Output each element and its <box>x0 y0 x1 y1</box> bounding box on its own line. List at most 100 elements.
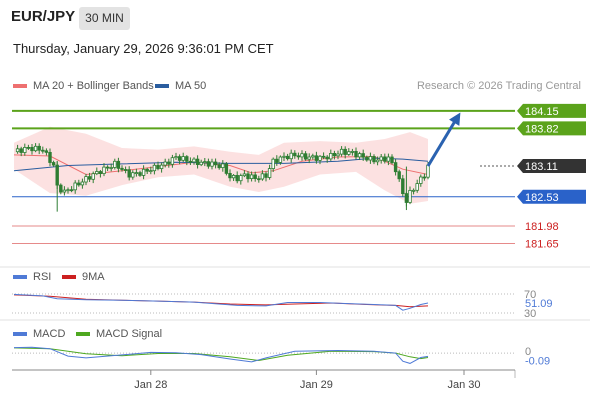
projection-arrow-shaft <box>426 119 457 167</box>
candle-body <box>26 146 31 149</box>
candle-body <box>98 171 103 174</box>
candle-body <box>44 150 49 153</box>
level-label-support: 182.53 <box>525 192 559 204</box>
projection-arrow <box>426 112 461 167</box>
legend-ma20-label: MA 20 + Bollinger Bands <box>33 80 154 92</box>
macd-swatch <box>13 332 27 336</box>
candle-body <box>246 173 250 180</box>
candle-body <box>235 174 239 182</box>
candle-body <box>59 184 63 193</box>
x-axis: Jan 28 Jan 29 Jan 30 <box>0 266 590 391</box>
candle-body <box>408 189 412 203</box>
candle-body <box>383 156 387 162</box>
candle-body <box>332 152 337 157</box>
candle-body <box>116 160 121 169</box>
candle-body <box>120 167 124 170</box>
candle-body <box>149 170 153 173</box>
candle-body <box>390 156 394 164</box>
ma50-swatch <box>155 84 169 88</box>
candle-body <box>127 169 131 178</box>
macd-panel: 0-0.09 <box>12 346 550 367</box>
candle-body <box>365 156 369 161</box>
candle-body <box>174 156 178 159</box>
candle-body <box>167 161 171 165</box>
candle-body <box>289 152 293 160</box>
candle-body <box>372 156 376 163</box>
candle-body <box>253 174 257 179</box>
candle-body <box>224 163 229 174</box>
candle-body <box>426 164 430 178</box>
level-label-minor: 181.98 <box>525 221 559 233</box>
rsi-ma-swatch <box>62 275 76 279</box>
macd-signal-line <box>13 347 429 362</box>
legend-ma50: MA 50 <box>155 80 206 92</box>
candle-body <box>23 146 27 153</box>
chart-credit: Research © 2026 Trading Central <box>416 80 581 92</box>
candle-body <box>343 148 347 155</box>
candle-body <box>210 161 214 167</box>
candle-body <box>66 189 70 192</box>
candle-body <box>15 148 20 153</box>
candle-body <box>275 158 279 163</box>
candle-body <box>311 155 315 158</box>
timeframe-button[interactable]: 30 MIN <box>79 7 130 30</box>
candle-body <box>260 173 265 180</box>
candle-body <box>177 156 182 161</box>
candle-body <box>37 145 41 151</box>
legend-ma20: MA 20 + Bollinger Bands <box>13 80 154 92</box>
candle-body <box>415 183 419 191</box>
rsi-line <box>13 293 429 311</box>
candle-body <box>397 171 401 180</box>
candle-body <box>350 150 355 153</box>
candle-body <box>102 166 106 175</box>
candle-body <box>77 182 81 186</box>
candle-body <box>123 169 128 171</box>
level-label-resistance: 183.82 <box>525 123 559 135</box>
level-label-current: 183.11 <box>525 161 558 173</box>
candle-body <box>69 189 74 192</box>
candle-body <box>73 182 77 191</box>
candle-body <box>325 156 329 160</box>
candle-body <box>242 173 247 177</box>
candle-body <box>213 161 218 166</box>
candle-body <box>109 167 113 169</box>
candle-body <box>203 161 207 164</box>
macd-line <box>13 346 429 364</box>
candle-body <box>300 153 304 158</box>
projection-arrow-head <box>449 112 461 126</box>
candle-body <box>303 153 308 160</box>
level-labels: 184.15 183.82 183.11 182.53 181.98 181.65 <box>517 103 586 250</box>
candle-body <box>386 156 391 162</box>
candle-body <box>152 164 157 172</box>
candle-body <box>419 176 423 184</box>
x-axis-tick-label: Jan 28 <box>134 379 167 391</box>
rsi-swatch <box>13 275 27 279</box>
candle-body <box>296 155 301 158</box>
macd-signal-swatch <box>76 332 90 336</box>
candle-body <box>48 151 52 163</box>
candle-body <box>257 178 261 181</box>
candle-body <box>41 149 45 152</box>
candle-body <box>134 172 139 175</box>
rsi-value-label: 51.09 <box>525 298 553 310</box>
candle-body <box>271 158 275 169</box>
candle-body <box>113 160 117 168</box>
x-axis-tick-label: Jan 29 <box>300 379 333 391</box>
x-axis-tick-label: Jan 30 <box>447 379 480 391</box>
candle-body <box>30 146 34 152</box>
candle-body <box>145 168 149 172</box>
candle-body <box>163 161 167 166</box>
candle-body <box>84 176 88 183</box>
candle-body <box>264 173 268 178</box>
candle-body <box>181 156 185 161</box>
candle-body <box>285 155 290 160</box>
candle-body <box>318 155 322 161</box>
candle-body <box>354 150 358 158</box>
legend-rsi-ma-label: 9MA <box>82 271 105 283</box>
candle-body <box>249 174 254 179</box>
legend-macd-label: MACD <box>33 328 66 340</box>
bollinger-band-area <box>14 126 428 204</box>
candle-body <box>339 148 344 155</box>
legend-macd-signal-label: MACD Signal <box>96 328 163 340</box>
ma20-swatch <box>13 84 27 88</box>
